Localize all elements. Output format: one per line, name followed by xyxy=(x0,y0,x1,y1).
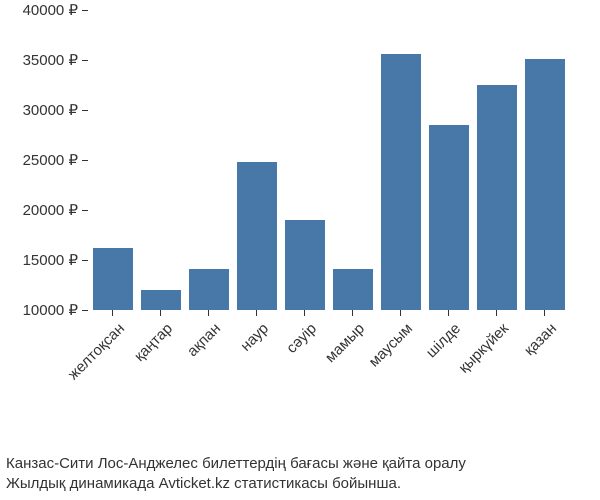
bar xyxy=(237,162,276,310)
bar xyxy=(285,220,324,310)
bar xyxy=(477,85,516,310)
caption-line-2: Жылдық динамикада Avticket.kz статистика… xyxy=(6,475,401,492)
y-tick-mark xyxy=(82,260,88,261)
y-tick-mark xyxy=(82,60,88,61)
y-tick-label: 35000 ₽ xyxy=(0,51,88,69)
chart-caption: Канзас-Сити Лос-Анджелес билеттердің бағ… xyxy=(0,454,600,495)
price-chart: 10000 ₽ 15000 ₽ 20000 ₽ 25000 ₽ 30000 ₽ 35000… xyxy=(0,0,600,440)
x-tick-mark xyxy=(112,310,113,316)
bar xyxy=(189,269,228,310)
x-tick-mark xyxy=(544,310,545,316)
y-tick-mark xyxy=(82,160,88,161)
bar xyxy=(429,125,468,310)
y-tick-label: 20000 ₽ xyxy=(0,201,88,219)
bar xyxy=(525,59,564,310)
bars-container xyxy=(89,10,568,310)
bar xyxy=(381,54,420,310)
x-tick-mark xyxy=(400,310,401,316)
y-tick-label: 15000 ₽ xyxy=(0,251,88,269)
y-tick-mark xyxy=(82,10,88,11)
y-tick-mark xyxy=(82,310,88,311)
y-tick-mark xyxy=(82,110,88,111)
caption-line-1: Канзас-Сити Лос-Анджелес билеттердің бағ… xyxy=(6,455,466,472)
x-tick-mark xyxy=(304,310,305,316)
x-tick-mark xyxy=(448,310,449,316)
y-tick-mark xyxy=(82,210,88,211)
x-tick-mark xyxy=(256,310,257,316)
x-tick-mark xyxy=(208,310,209,316)
bar xyxy=(93,248,132,310)
bar xyxy=(141,290,180,310)
x-tick-mark xyxy=(160,310,161,316)
y-tick-label: 25000 ₽ xyxy=(0,151,88,169)
y-tick-label: 10000 ₽ xyxy=(0,301,88,319)
x-tick-mark xyxy=(352,310,353,316)
y-tick-label: 40000 ₽ xyxy=(0,1,88,19)
x-tick-mark xyxy=(496,310,497,316)
bar xyxy=(333,269,372,310)
y-tick-label: 30000 ₽ xyxy=(0,101,88,119)
plot-area xyxy=(88,10,568,310)
